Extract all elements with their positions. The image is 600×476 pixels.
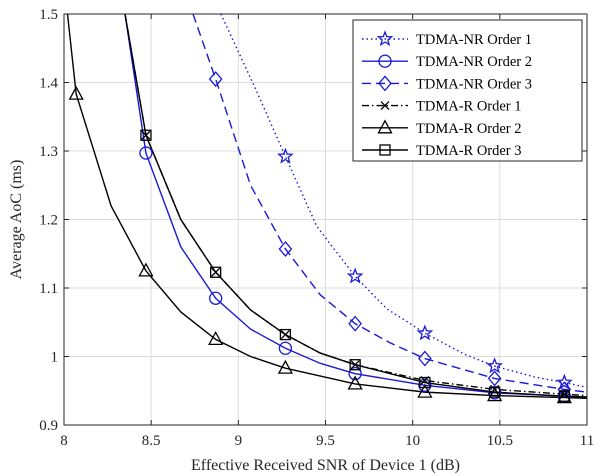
data-point-tdma-r-order-1: [280, 330, 290, 340]
y-tick-label: 1.3: [39, 144, 58, 160]
data-point-tdma-r-order-2: [68, 85, 84, 100]
series-layer: [66, 14, 587, 399]
legend-item-tdma-nr-order-1: TDMA-NR Order 1: [362, 30, 532, 48]
data-point-tdma-r-order-1: [350, 360, 360, 370]
series-line-tdma-r-order-3: [124, 14, 587, 398]
data-point-tdma-nr-order-3: [418, 350, 432, 367]
legend-marker-tdma-r-order-3: [379, 144, 391, 156]
data-point-tdma-r-order-1: [141, 130, 151, 140]
x-axis-label: Effective Received SNR of Device 1 (dB): [191, 457, 460, 474]
x-tick-label: 11: [580, 433, 594, 449]
legend-label-tdma-nr-order-2: TDMA-NR Order 2: [416, 54, 532, 70]
data-point-tdma-r-order-3: [488, 386, 501, 398]
data-point-tdma-r-order-2: [208, 331, 224, 346]
legend-marker-tdma-nr-order-1: [376, 30, 394, 47]
legend-label-tdma-nr-order-3: TDMA-NR Order 3: [416, 76, 532, 92]
data-point-tdma-r-order-2: [138, 262, 154, 277]
x-tick-label: 8: [60, 433, 68, 449]
data-point-tdma-nr-order-2: [418, 378, 432, 392]
y-tick-label: 1: [51, 350, 59, 366]
data-point-tdma-r-order-2: [347, 375, 363, 390]
legend-item-tdma-nr-order-2: TDMA-NR Order 2: [362, 54, 532, 70]
data-point-tdma-nr-order-3: [278, 240, 293, 257]
data-point-tdma-nr-order-1: [277, 147, 294, 164]
data-point-tdma-r-order-3: [349, 359, 361, 371]
data-point-tdma-nr-order-2: [139, 146, 153, 160]
legend-label-tdma-r-order-2: TDMA-R Order 2: [416, 121, 522, 137]
data-point-tdma-nr-order-1: [555, 373, 573, 390]
marker-layer: [68, 71, 573, 404]
data-point-tdma-r-order-3: [140, 129, 152, 141]
legend-label-tdma-r-order-3: TDMA-R Order 3: [416, 143, 522, 159]
y-tick-label: 1.4: [39, 76, 58, 92]
legend-item-tdma-nr-order-3: TDMA-NR Order 3: [362, 75, 532, 92]
data-point-tdma-nr-order-3: [487, 370, 502, 387]
data-point-tdma-nr-order-2: [278, 341, 293, 355]
data-point-tdma-nr-order-2: [209, 291, 223, 305]
data-point-tdma-r-order-2: [417, 383, 433, 398]
data-point-tdma-r-order-3: [558, 390, 570, 402]
series-line-tdma-r-order-2: [66, 14, 587, 399]
legend-item-tdma-r-order-2: TDMA-R Order 2: [362, 119, 522, 137]
data-point-tdma-nr-order-1: [416, 324, 434, 341]
x-tick-label: 10.5: [487, 433, 513, 449]
axis-ticks: 8 8.5 9 9.5 10 10.5 11 0.9 1 1.1 1.2 1.3 1.4 1.5: [39, 7, 594, 449]
series-line-tdma-nr-order-3: [192, 14, 587, 393]
data-point-tdma-nr-order-2: [348, 366, 362, 381]
data-point-tdma-nr-order-3: [348, 315, 362, 332]
data-point-tdma-r-order-3: [210, 266, 222, 278]
legend-item-tdma-r-order-1: TDMA-R Order 1: [362, 99, 522, 115]
data-point-tdma-r-order-2: [556, 389, 572, 404]
data-point-tdma-nr-order-3: [557, 381, 572, 398]
legend: TDMA-NR Order 1 TDMA-NR Order 2 TDMA-NR Or…: [352, 19, 583, 162]
legend-marker-tdma-nr-order-2: [378, 54, 392, 68]
legend-label-tdma-nr-order-1: TDMA-NR Order 1: [416, 32, 532, 48]
x-tick-label: 9.5: [316, 433, 335, 449]
x-tick-label: 10: [405, 433, 420, 449]
y-tick-label: 0.9: [39, 418, 58, 434]
legend-item-tdma-r-order-3: TDMA-R Order 3: [362, 143, 522, 159]
x-tick-label: 9: [235, 433, 243, 449]
data-point-tdma-r-order-1: [211, 267, 221, 277]
data-point-tdma-nr-order-3: [208, 71, 223, 88]
y-tick-label: 1.2: [39, 213, 58, 229]
legend-label-tdma-r-order-1: TDMA-R Order 1: [416, 99, 522, 115]
data-point-tdma-r-order-2: [487, 387, 503, 402]
data-point-tdma-r-order-2: [277, 359, 293, 374]
data-point-tdma-nr-order-1: [486, 357, 503, 374]
data-point-tdma-nr-order-1: [346, 267, 364, 284]
y-axis-label: Average AoC (ms): [8, 160, 25, 280]
y-tick-label: 1.5: [39, 7, 58, 23]
data-point-tdma-r-order-3: [419, 376, 431, 389]
y-tick-label: 1.1: [39, 281, 58, 297]
legend-marker-tdma-nr-order-3: [378, 75, 392, 92]
series-line-tdma-nr-order-1: [220, 14, 587, 389]
data-point-tdma-r-order-3: [279, 328, 292, 341]
legend-marker-tdma-r-order-2: [377, 119, 393, 134]
x-tick-label: 8.5: [142, 433, 161, 449]
legend-marker-tdma-r-order-1: [380, 101, 390, 111]
legend-box: [352, 19, 583, 162]
